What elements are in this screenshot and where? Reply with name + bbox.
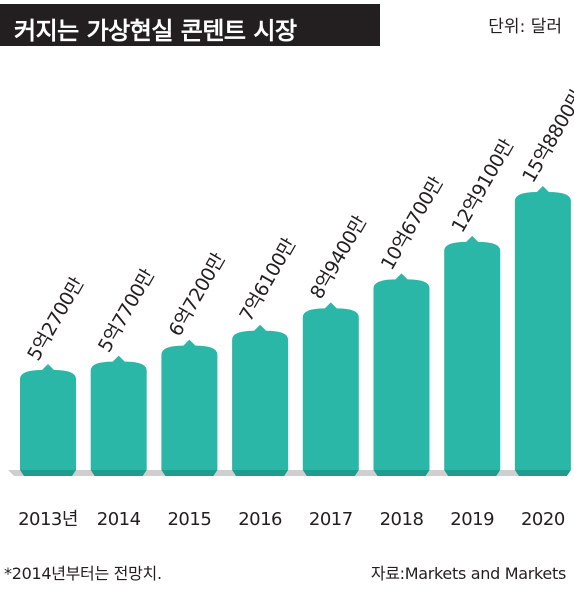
- bar-0: [20, 364, 76, 470]
- bar-foot-0: [20, 470, 76, 476]
- value-label-1: 5억7700만: [94, 266, 159, 357]
- footnote: *2014년부터는 전망치.: [4, 564, 162, 583]
- category-label-6: 2019: [450, 509, 494, 530]
- bar-foot-1: [90, 470, 147, 476]
- bar-7: [514, 186, 571, 470]
- category-label-0: 2013년: [18, 509, 78, 530]
- bar-foot-4: [302, 470, 359, 476]
- bar-1: [90, 355, 147, 470]
- bar-4: [302, 302, 359, 470]
- bar-6: [444, 235, 501, 470]
- category-label-7: 2020: [521, 509, 565, 530]
- bar-5: [373, 273, 430, 470]
- category-label-5: 2018: [380, 509, 424, 530]
- bar-foot-6: [444, 470, 501, 476]
- bar-2: [161, 339, 218, 470]
- category-label-2: 2015: [167, 509, 211, 530]
- bar-foot-3: [232, 470, 289, 476]
- value-label-2: 6억7200만: [165, 250, 230, 341]
- title-background: 커지는 가상현실 콘텐트 시장: [0, 4, 380, 46]
- value-label-7: 15억8800만: [518, 86, 574, 187]
- bar-foot-2: [161, 470, 218, 476]
- value-label-6: 12억9100만: [447, 136, 518, 237]
- title-bar: 커지는 가상현실 콘텐트 시장 단위: 달러: [0, 0, 574, 48]
- unit-label: 단위: 달러: [488, 17, 562, 37]
- chart-title: 커지는 가상현실 콘텐트 시장: [14, 17, 297, 45]
- category-label-3: 2016: [238, 509, 282, 530]
- source-note: 자료:Markets and Markets: [370, 564, 566, 583]
- bar-chart: 5억2700만 5억7700만 6억7200만 7억6100만 8억9400만 10억67…: [8, 86, 574, 530]
- category-label-1: 2014: [97, 509, 141, 530]
- value-label-4: 8억9400만: [306, 212, 371, 303]
- value-label-0: 5억2700만: [23, 274, 88, 365]
- bar-foot-7: [514, 470, 571, 476]
- bar-3: [232, 324, 289, 470]
- bar-foot-5: [373, 470, 430, 476]
- value-label-3: 7억6100만: [235, 235, 300, 326]
- value-label-5: 10억6700만: [377, 173, 448, 274]
- category-label-4: 2017: [309, 509, 353, 530]
